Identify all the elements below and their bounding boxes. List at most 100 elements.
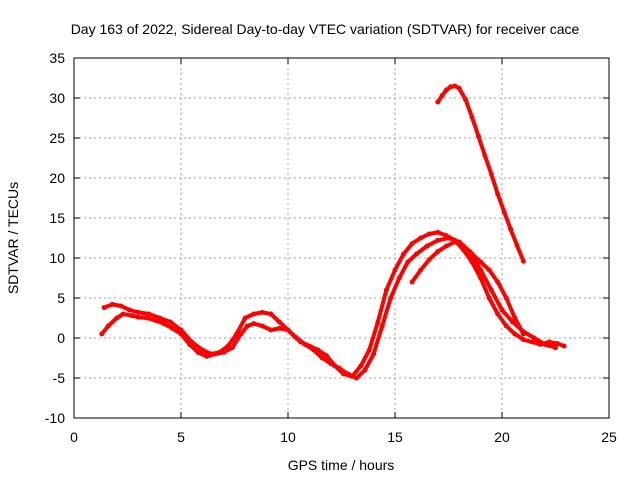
data-point <box>195 349 201 355</box>
data-point <box>336 365 342 371</box>
data-point <box>424 243 430 249</box>
data-point <box>189 339 195 345</box>
data-point <box>469 251 475 257</box>
data-point <box>244 323 250 329</box>
series-trace <box>435 84 526 264</box>
data-point <box>561 343 567 349</box>
data-point <box>448 84 454 90</box>
data-point <box>362 367 368 373</box>
data-point <box>208 351 214 357</box>
data-point <box>512 315 518 321</box>
data-point <box>251 311 257 317</box>
data-point <box>486 267 492 273</box>
data-points <box>99 83 567 381</box>
y-tick-label: 20 <box>49 170 65 186</box>
data-point <box>324 353 329 359</box>
y-tick-label: -10 <box>45 410 65 426</box>
series-trace <box>99 230 567 379</box>
data-point <box>542 341 548 347</box>
data-point <box>396 275 402 281</box>
data-point <box>443 243 449 249</box>
data-point <box>463 97 469 103</box>
data-point <box>469 114 475 120</box>
data-point <box>512 331 518 337</box>
data-point <box>375 319 381 325</box>
data-point <box>456 85 462 91</box>
data-point <box>482 153 488 159</box>
x-tick-label: 20 <box>494 429 510 445</box>
data-point <box>294 335 300 341</box>
data-point <box>510 319 516 325</box>
data-point <box>105 323 111 329</box>
x-tick-label: 10 <box>280 429 296 445</box>
data-point <box>101 305 107 311</box>
data-point <box>392 267 398 273</box>
data-point <box>152 317 158 323</box>
y-tick-label: 15 <box>49 210 65 226</box>
data-point <box>478 259 484 265</box>
chart-title: Day 163 of 2022, Sidereal Day-to-day VTE… <box>71 21 580 37</box>
data-point <box>204 353 210 359</box>
data-point <box>371 351 377 357</box>
data-point <box>443 87 449 93</box>
data-point <box>268 327 274 333</box>
data-point <box>242 315 248 321</box>
data-point <box>234 331 240 337</box>
y-tick-label: 25 <box>49 130 65 146</box>
x-tick-label: 25 <box>601 429 617 445</box>
data-point <box>531 335 537 341</box>
data-point <box>268 311 274 317</box>
data-point <box>520 258 526 264</box>
data-point <box>167 319 173 325</box>
axis-ticks: 0 5 10 15 20 25 -10 -5 0 5 10 15 20 25 30 35 <box>45 50 617 445</box>
data-point <box>452 239 458 245</box>
data-point <box>488 171 494 177</box>
data-point <box>135 309 141 315</box>
data-point <box>259 323 265 329</box>
data-point <box>508 226 514 232</box>
data-point <box>426 257 432 263</box>
y-tick-label: 35 <box>49 50 65 66</box>
data-point <box>435 229 441 235</box>
data-point <box>169 325 175 331</box>
data-point <box>129 313 135 319</box>
data-point <box>379 323 385 329</box>
data-point <box>520 337 526 343</box>
data-point <box>229 345 235 351</box>
data-point <box>555 341 561 347</box>
data-point <box>161 321 167 327</box>
data-point <box>553 345 558 351</box>
data-point <box>199 347 205 353</box>
data-point <box>144 315 150 321</box>
y-tick-label: 10 <box>49 250 65 266</box>
data-point <box>503 323 509 329</box>
data-point <box>478 267 484 273</box>
data-point <box>114 315 120 321</box>
data-point <box>225 343 231 349</box>
data-point <box>520 331 526 337</box>
plot-frame <box>73 57 610 419</box>
data-point <box>285 327 291 333</box>
data-point <box>127 307 133 313</box>
data-point <box>439 93 445 99</box>
data-point <box>328 361 334 367</box>
data-point <box>478 275 484 281</box>
data-point <box>319 355 325 361</box>
data-point <box>488 287 494 293</box>
data-point <box>499 307 505 313</box>
data-point <box>276 325 282 331</box>
data-point <box>238 331 244 337</box>
x-tick-label: 0 <box>70 429 78 445</box>
data-point <box>529 339 535 345</box>
data-point <box>120 311 126 317</box>
data-point <box>178 327 184 333</box>
y-tick-label: 30 <box>49 90 65 106</box>
x-axis-title: GPS time / hours <box>288 457 395 473</box>
data-point <box>157 315 163 321</box>
data-point <box>345 371 351 377</box>
data-point <box>452 83 458 89</box>
x-tick-label: 15 <box>387 429 403 445</box>
data-point <box>495 279 501 285</box>
data-point <box>118 303 124 309</box>
